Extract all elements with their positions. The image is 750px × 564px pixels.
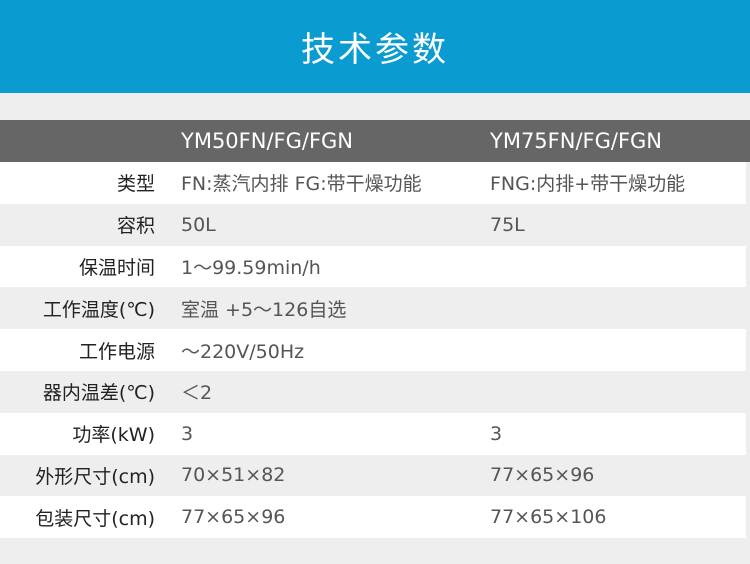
table-row: 功率(kW) 3 3 xyxy=(0,412,746,455)
cell-model-1: 室温 +5～126自选 xyxy=(181,298,347,321)
row-label: 外形尺寸(cm) xyxy=(35,465,155,488)
cell-model-1: FN:蒸汽内排 FG:带干燥功能 xyxy=(181,173,422,196)
row-label: 器内温差(℃) xyxy=(42,382,155,405)
cell-model-1: ～220V/50Hz xyxy=(181,340,305,363)
cell-model-2: 75L xyxy=(490,213,525,236)
table-row: 保温时间 1～99.59min/h xyxy=(0,245,746,288)
table-row: 容积 50L 75L xyxy=(0,203,750,246)
table-row: 外形尺寸(cm) 70×51×82 77×65×96 xyxy=(0,454,750,497)
row-label: 包装尺寸(cm) xyxy=(35,507,155,530)
cell-model-1: ＜2 xyxy=(181,382,213,405)
spec-table: YM50FN/FG/FGN YM75FN/FG/FGN 类型 FN:蒸汽内排 FG… xyxy=(0,120,750,539)
cell-model-2: 77×65×96 xyxy=(490,464,595,487)
title-banner: 技术参数 xyxy=(0,0,750,93)
table-header-row: YM50FN/FG/FGN YM75FN/FG/FGN xyxy=(0,120,750,162)
table-row: 类型 FN:蒸汽内排 FG:带干燥功能 FNG:内排+带干燥功能 xyxy=(0,162,746,204)
column-header: YM50FN/FG/FGN xyxy=(181,129,354,153)
page-title: 技术参数 xyxy=(301,30,449,70)
cell-model-1: 77×65×96 xyxy=(181,506,286,529)
cell-model-1: 70×51×82 xyxy=(181,464,286,487)
row-label: 工作温度(℃) xyxy=(42,298,155,321)
cell-model-1: 1～99.59min/h xyxy=(181,256,321,279)
cell-model-1: 3 xyxy=(181,422,194,445)
cell-model-2: FNG:内排+带干燥功能 xyxy=(490,173,686,196)
cell-model-1: 50L xyxy=(181,213,216,236)
row-label: 容积 xyxy=(116,215,155,238)
table-row: 工作电源 ～220V/50Hz xyxy=(0,329,746,371)
row-label: 类型 xyxy=(116,173,155,196)
row-label: 功率(kW) xyxy=(72,424,155,447)
table-row: 包装尺寸(cm) 77×65×96 77×65×106 xyxy=(0,496,746,539)
cell-model-2: 77×65×106 xyxy=(490,506,607,529)
cell-model-2: 3 xyxy=(490,422,503,445)
row-label: 工作电源 xyxy=(78,340,155,363)
column-header: YM75FN/FG/FGN xyxy=(490,129,663,153)
table-row: 器内温差(℃) ＜2 xyxy=(0,370,750,413)
table-row: 工作温度(℃) 室温 +5～126自选 xyxy=(0,287,750,330)
row-label: 保温时间 xyxy=(78,256,155,279)
